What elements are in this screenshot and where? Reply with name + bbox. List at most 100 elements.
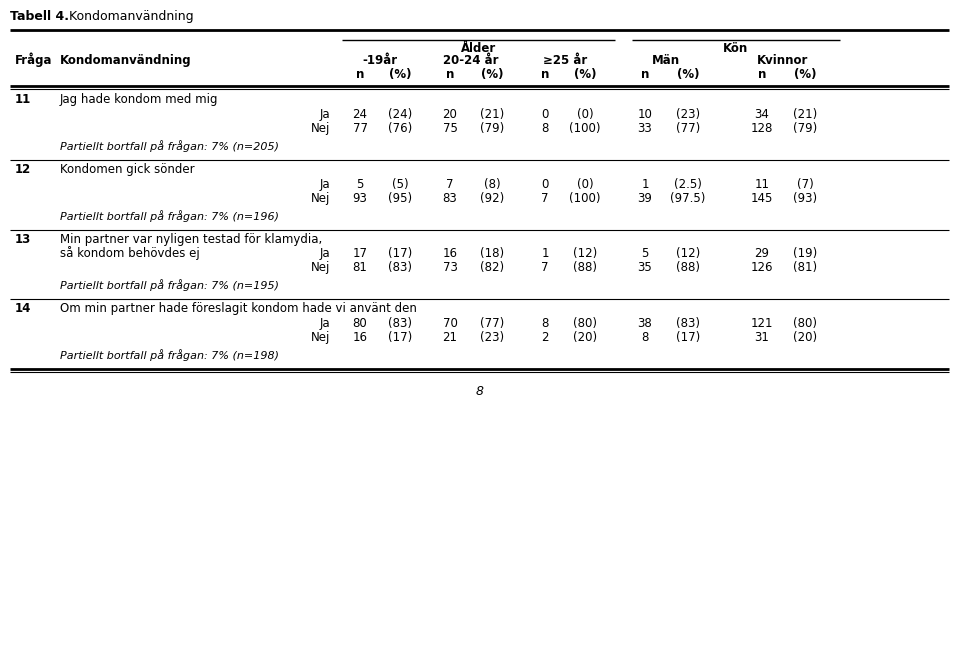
Text: (8): (8) xyxy=(483,178,501,191)
Text: 7: 7 xyxy=(446,178,454,191)
Text: 12: 12 xyxy=(15,163,32,176)
Text: 7: 7 xyxy=(541,261,549,274)
Text: 1: 1 xyxy=(541,247,549,260)
Text: (20): (20) xyxy=(793,331,817,344)
Text: 8: 8 xyxy=(541,122,549,135)
Text: (0): (0) xyxy=(576,178,594,191)
Text: 7: 7 xyxy=(541,192,549,205)
Text: Nej: Nej xyxy=(311,331,330,344)
Text: 1: 1 xyxy=(642,178,648,191)
Text: 24: 24 xyxy=(353,108,367,121)
Text: 70: 70 xyxy=(442,317,457,330)
Text: Ja: Ja xyxy=(319,317,330,330)
Text: (12): (12) xyxy=(676,247,700,260)
Text: 93: 93 xyxy=(353,192,367,205)
Text: (81): (81) xyxy=(793,261,817,274)
Text: (88): (88) xyxy=(676,261,700,274)
Text: Kvinnor: Kvinnor xyxy=(758,54,808,67)
Text: 2: 2 xyxy=(541,331,549,344)
Text: (7): (7) xyxy=(797,178,813,191)
Text: Om min partner hade föreslagit kondom hade vi använt den: Om min partner hade föreslagit kondom ha… xyxy=(60,302,417,315)
Text: (88): (88) xyxy=(573,261,597,274)
Text: (100): (100) xyxy=(570,192,600,205)
Text: (77): (77) xyxy=(480,317,504,330)
Text: 33: 33 xyxy=(638,122,652,135)
Text: (79): (79) xyxy=(480,122,504,135)
Text: 81: 81 xyxy=(353,261,367,274)
Text: Kondomen gick sönder: Kondomen gick sönder xyxy=(60,163,195,176)
Text: 10: 10 xyxy=(638,108,652,121)
Text: Ja: Ja xyxy=(319,178,330,191)
Text: (17): (17) xyxy=(387,331,412,344)
Text: 39: 39 xyxy=(638,192,652,205)
Text: n: n xyxy=(446,68,455,81)
Text: (97.5): (97.5) xyxy=(670,192,706,205)
Text: 128: 128 xyxy=(751,122,773,135)
Text: 14: 14 xyxy=(15,302,32,315)
Text: (21): (21) xyxy=(480,108,504,121)
Text: (93): (93) xyxy=(793,192,817,205)
Text: 35: 35 xyxy=(638,261,652,274)
Text: 8: 8 xyxy=(541,317,549,330)
Text: (83): (83) xyxy=(676,317,700,330)
Text: Partiellt bortfall på frågan: 7% (n=195): Partiellt bortfall på frågan: 7% (n=195) xyxy=(60,279,279,291)
Text: (%): (%) xyxy=(573,68,596,81)
Text: 0: 0 xyxy=(541,108,549,121)
Text: (%): (%) xyxy=(677,68,699,81)
Text: 73: 73 xyxy=(442,261,457,274)
Text: n: n xyxy=(641,68,649,81)
Text: (100): (100) xyxy=(570,122,600,135)
Text: 16: 16 xyxy=(353,331,367,344)
Text: Ja: Ja xyxy=(319,247,330,260)
Text: (83): (83) xyxy=(388,261,412,274)
Text: Män: Män xyxy=(652,54,680,67)
Text: 77: 77 xyxy=(353,122,367,135)
Text: ≥25 år: ≥25 år xyxy=(543,54,587,67)
Text: -19år: -19år xyxy=(363,54,398,67)
Text: Ålder: Ålder xyxy=(461,42,496,55)
Text: Kön: Kön xyxy=(723,42,749,55)
Text: 34: 34 xyxy=(755,108,769,121)
Text: 0: 0 xyxy=(541,178,549,191)
Text: Ja: Ja xyxy=(319,108,330,121)
Text: (18): (18) xyxy=(480,247,504,260)
Text: (21): (21) xyxy=(793,108,817,121)
Text: (17): (17) xyxy=(387,247,412,260)
Text: så kondom behövdes ej: så kondom behövdes ej xyxy=(60,246,199,260)
Text: (0): (0) xyxy=(576,108,594,121)
Text: (79): (79) xyxy=(793,122,817,135)
Text: (%): (%) xyxy=(388,68,411,81)
Text: 121: 121 xyxy=(751,317,773,330)
Text: (80): (80) xyxy=(573,317,597,330)
Text: 29: 29 xyxy=(755,247,769,260)
Text: (82): (82) xyxy=(480,261,504,274)
Text: Partiellt bortfall på frågan: 7% (n=196): Partiellt bortfall på frågan: 7% (n=196) xyxy=(60,210,279,222)
Text: n: n xyxy=(541,68,550,81)
Text: Min partner var nyligen testad för klamydia,: Min partner var nyligen testad för klamy… xyxy=(60,233,322,246)
Text: 80: 80 xyxy=(353,317,367,330)
Text: (77): (77) xyxy=(676,122,700,135)
Text: n: n xyxy=(356,68,364,81)
Text: 17: 17 xyxy=(353,247,367,260)
Text: (5): (5) xyxy=(391,178,409,191)
Text: (%): (%) xyxy=(480,68,503,81)
Text: Nej: Nej xyxy=(311,122,330,135)
Text: 126: 126 xyxy=(751,261,773,274)
Text: 31: 31 xyxy=(755,331,769,344)
Text: Partiellt bortfall på frågan: 7% (n=205): Partiellt bortfall på frågan: 7% (n=205) xyxy=(60,140,279,152)
Text: (%): (%) xyxy=(794,68,816,81)
Text: (17): (17) xyxy=(676,331,700,344)
Text: Fråga: Fråga xyxy=(15,53,53,67)
Text: 145: 145 xyxy=(751,192,773,205)
Text: 5: 5 xyxy=(642,247,648,260)
Text: Tabell 4.: Tabell 4. xyxy=(10,10,69,23)
Text: (19): (19) xyxy=(793,247,817,260)
Text: (83): (83) xyxy=(388,317,412,330)
Text: (23): (23) xyxy=(676,108,700,121)
Text: (24): (24) xyxy=(387,108,412,121)
Text: (95): (95) xyxy=(388,192,412,205)
Text: 20-24 år: 20-24 år xyxy=(443,54,499,67)
Text: 8: 8 xyxy=(642,331,648,344)
Text: 21: 21 xyxy=(442,331,457,344)
Text: 13: 13 xyxy=(15,233,32,246)
